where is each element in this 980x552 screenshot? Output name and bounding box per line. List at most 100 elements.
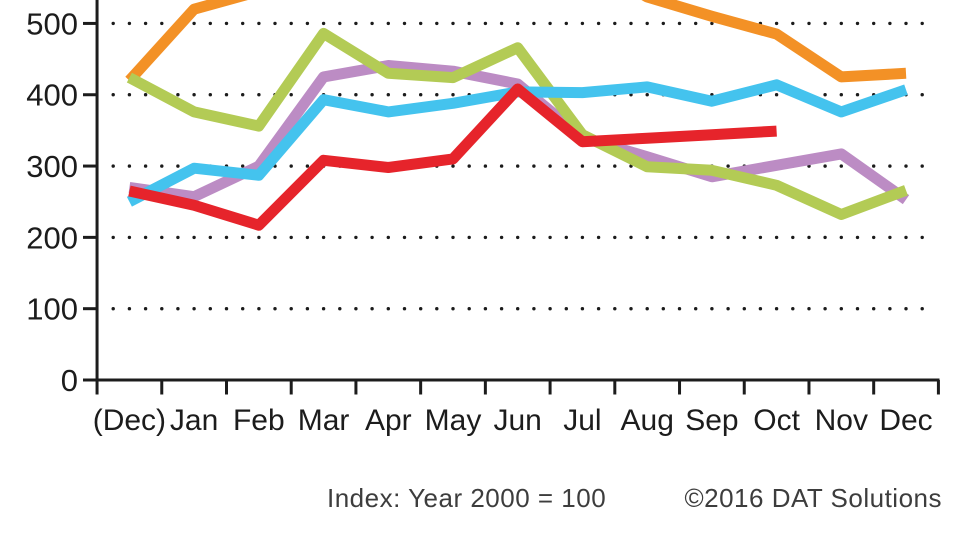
grid-dot (532, 164, 536, 168)
grid-dot (305, 21, 310, 26)
grid-dot (710, 307, 714, 311)
grid-dot (823, 307, 827, 311)
grid-dot (839, 307, 843, 311)
grid-dot (241, 164, 245, 168)
gridline-dots-row (111, 307, 924, 311)
grid-dot (920, 235, 924, 240)
grid-dot (176, 307, 180, 311)
grid-dot (710, 235, 714, 240)
grid-dot (564, 307, 568, 311)
grid-dot (257, 93, 261, 97)
grid-dot (160, 235, 164, 240)
grid-dot (791, 235, 795, 240)
orange-series-line (125, 0, 907, 85)
grid-dot (839, 235, 843, 240)
grid-dot (143, 21, 148, 26)
grid-dot (338, 307, 342, 311)
grid-dot (872, 307, 876, 311)
grid-dot (192, 307, 196, 311)
red-series-line (128, 83, 777, 231)
grid-dot (548, 164, 552, 168)
grid-dot (516, 164, 520, 168)
grid-dot (839, 93, 843, 97)
grid-dot (241, 21, 245, 26)
grid-dot (888, 307, 892, 311)
grid-dot (774, 21, 779, 26)
grid-dot (677, 235, 682, 240)
grid-dot (596, 164, 601, 168)
grid-dot (338, 21, 342, 26)
grid-dot (289, 235, 293, 240)
grid-dot (419, 235, 423, 240)
grid-dot (192, 93, 196, 97)
grid-dot (532, 307, 536, 311)
grid-dot (402, 307, 407, 311)
grid-dot (354, 307, 358, 311)
grid-dot (677, 307, 682, 311)
grid-dot (920, 307, 924, 311)
grid-dot (386, 307, 390, 311)
grid-dot (823, 93, 827, 97)
grid-dot (402, 93, 407, 97)
x-axis-label: Aug (621, 404, 674, 437)
grid-dot (435, 93, 439, 97)
grid-dot (629, 307, 633, 311)
grid-dot (467, 164, 471, 168)
grid-dot (823, 235, 827, 240)
grid-dot (467, 21, 471, 26)
y-axis-label: 300 (26, 149, 78, 184)
grid-dot (726, 235, 730, 240)
grid-dot (224, 307, 229, 311)
grid-dot (774, 307, 779, 311)
grid-dot (451, 307, 455, 311)
grid-dot (192, 235, 196, 240)
x-axis-label: May (425, 404, 482, 437)
grid-dot (241, 235, 245, 240)
grid-dot (111, 93, 115, 97)
x-axis-label: Feb (233, 404, 285, 437)
grid-dot (742, 235, 746, 240)
grid-dot (888, 21, 892, 26)
grid-dot (645, 235, 649, 240)
grid-dot (613, 235, 617, 240)
grid-dot (386, 21, 390, 26)
grid-dot (791, 21, 795, 26)
grid-dot (370, 307, 374, 311)
y-axis-label: 0 (61, 363, 78, 398)
grid-dot (402, 235, 407, 240)
green-series-line (126, 27, 908, 220)
grid-dot (629, 235, 633, 240)
grid-dot (127, 21, 132, 26)
grid-dot (435, 307, 439, 311)
grid-dot (111, 21, 115, 26)
grid-dot (855, 235, 860, 240)
grid-dot (435, 235, 439, 240)
grid-dot (451, 164, 455, 168)
grid-dot (872, 164, 876, 168)
grid-dot (451, 93, 455, 97)
grid-dot (548, 307, 552, 311)
grid-dot (888, 235, 892, 240)
x-axis-label: Oct (753, 404, 800, 437)
index-note: Index: Year 2000 = 100 (327, 483, 607, 513)
grid-dot (758, 235, 763, 240)
grid-dot (580, 235, 585, 240)
grid-dot (645, 93, 649, 97)
grid-dot (920, 93, 924, 97)
grid-dot (726, 164, 730, 168)
grid-dot (596, 235, 601, 240)
grid-dot (661, 21, 665, 26)
grid-dot (224, 235, 229, 240)
grid-dot (694, 235, 698, 240)
grid-dot (370, 235, 374, 240)
grid-dot (289, 307, 293, 311)
grid-dot (613, 307, 617, 311)
gridline-dots-row (111, 21, 924, 26)
grid-dot (419, 307, 423, 311)
grid-dot (305, 164, 310, 168)
grid-dot (823, 164, 827, 168)
grid-dot (661, 307, 665, 311)
x-axis-label: (Dec) (93, 404, 166, 437)
